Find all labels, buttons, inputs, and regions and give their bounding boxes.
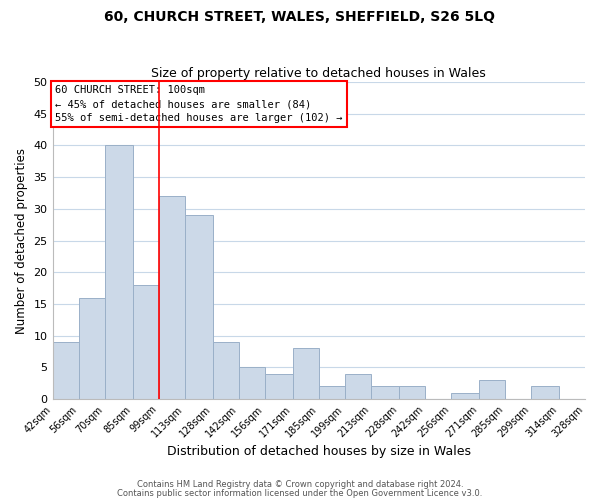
Bar <box>531 386 559 399</box>
Text: 60 CHURCH STREET: 100sqm
← 45% of detached houses are smaller (84)
55% of semi-d: 60 CHURCH STREET: 100sqm ← 45% of detach… <box>55 85 343 123</box>
Bar <box>53 342 79 399</box>
Bar <box>265 374 293 399</box>
Bar <box>293 348 319 399</box>
Bar <box>212 342 239 399</box>
Title: Size of property relative to detached houses in Wales: Size of property relative to detached ho… <box>151 66 486 80</box>
Bar <box>345 374 371 399</box>
Bar <box>239 368 265 399</box>
Bar <box>133 285 158 399</box>
Bar <box>479 380 505 399</box>
Y-axis label: Number of detached properties: Number of detached properties <box>15 148 28 334</box>
Bar <box>104 146 133 399</box>
Bar <box>158 196 185 399</box>
Bar <box>451 393 479 399</box>
Bar <box>319 386 345 399</box>
Text: 60, CHURCH STREET, WALES, SHEFFIELD, S26 5LQ: 60, CHURCH STREET, WALES, SHEFFIELD, S26… <box>104 10 496 24</box>
X-axis label: Distribution of detached houses by size in Wales: Distribution of detached houses by size … <box>167 444 471 458</box>
Text: Contains public sector information licensed under the Open Government Licence v3: Contains public sector information licen… <box>118 488 482 498</box>
Text: Contains HM Land Registry data © Crown copyright and database right 2024.: Contains HM Land Registry data © Crown c… <box>137 480 463 489</box>
Bar <box>371 386 399 399</box>
Bar <box>185 215 212 399</box>
Bar <box>399 386 425 399</box>
Bar <box>79 298 104 399</box>
